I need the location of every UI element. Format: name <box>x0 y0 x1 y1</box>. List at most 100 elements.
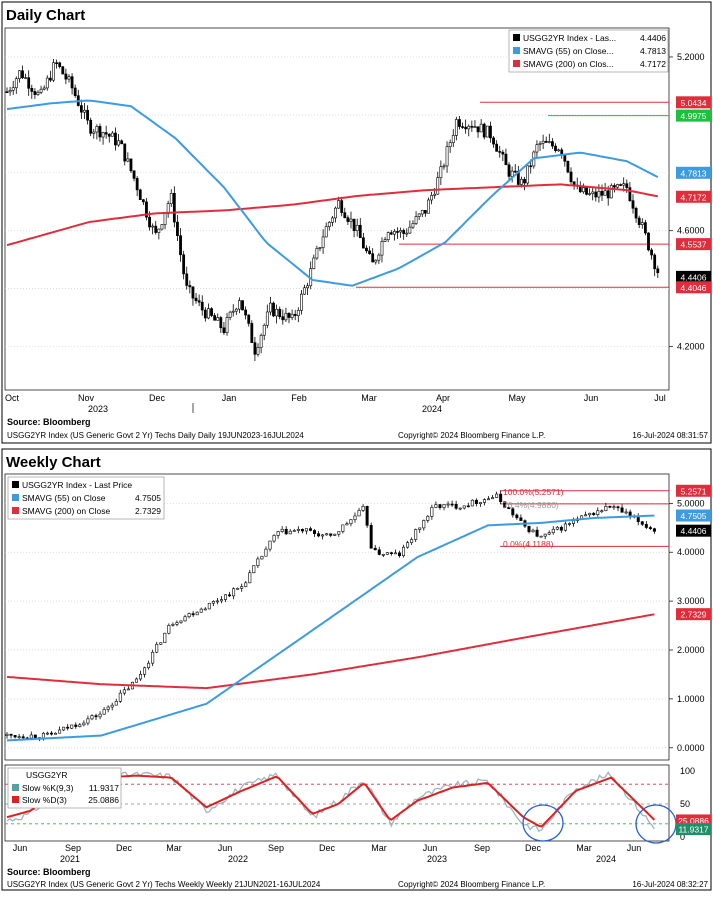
daily-candle-body <box>191 286 195 299</box>
weekly-candle-body <box>466 505 470 508</box>
daily-candle-body <box>287 312 291 318</box>
daily-candle-body <box>436 177 440 195</box>
daily-candle-body <box>225 317 229 333</box>
daily-candle-body <box>547 141 551 143</box>
weekly-candle-body <box>66 726 70 729</box>
weekly-candle-body <box>110 704 114 708</box>
daily-candle-body <box>8 90 12 93</box>
weekly-candle-body <box>54 732 58 735</box>
daily-candle-body <box>619 184 622 186</box>
weekly-candle-body <box>264 548 268 557</box>
weekly-candle-body <box>503 501 507 508</box>
weekly-candle-body <box>640 521 644 525</box>
weekly-candle-body <box>191 613 195 616</box>
daily-candles <box>5 59 660 361</box>
daily-candle-body <box>451 135 455 143</box>
weekly-candle-body <box>555 526 559 530</box>
weekly-x-label: Sep <box>65 843 81 853</box>
daily-candle-body <box>17 70 21 79</box>
daily-price-tag-label: 4.4046 <box>681 283 707 293</box>
weekly-footer-copyright: Copyright© 2024 Bloomberg Finance L.P. <box>398 880 545 889</box>
weekly-candle-body <box>284 528 288 535</box>
weekly-candle-body <box>147 662 151 669</box>
daily-candle-body <box>200 301 204 311</box>
daily-candle-body <box>482 123 486 138</box>
daily-candle-body <box>296 310 300 316</box>
daily-x-label: Nov <box>78 393 95 403</box>
daily-candle-body <box>154 225 158 233</box>
daily-candle-body <box>458 119 461 127</box>
daily-candle-body <box>616 184 619 188</box>
daily-candle-body <box>423 210 427 214</box>
daily-candle-body <box>110 132 114 137</box>
daily-x-label: May <box>508 393 526 403</box>
weekly-candle-body <box>211 601 215 604</box>
weekly-candle-body <box>74 724 78 727</box>
daily-candle-body <box>70 76 74 89</box>
daily-candle-body <box>600 190 604 196</box>
weekly-price-tag-label: 4.7505 <box>681 511 707 521</box>
weekly-candle-body <box>418 527 422 530</box>
fib-label-0: 0.0%(4.1188) <box>503 539 554 549</box>
daily-candle-body <box>563 154 567 162</box>
daily-candle-body <box>30 88 34 92</box>
daily-legend-sma55-value: 4.7813 <box>640 46 666 56</box>
weekly-candle-body <box>397 552 401 557</box>
daily-candle-body <box>265 311 269 326</box>
weekly-candle-body <box>151 651 155 664</box>
daily-candle-body <box>262 324 266 336</box>
weekly-candle-body <box>41 732 45 739</box>
weekly-x-label: Sep <box>268 843 284 853</box>
weekly-candle-body <box>422 520 426 529</box>
daily-candle-body <box>473 126 477 129</box>
weekly-candle-body <box>511 508 515 516</box>
daily-candle-body <box>151 225 155 228</box>
weekly-candle-body <box>547 532 551 535</box>
daily-candle-body <box>123 143 127 162</box>
daily-plot-area <box>4 27 670 391</box>
daily-candle-body <box>14 78 18 89</box>
daily-candle-body <box>470 125 474 128</box>
daily-candle-body <box>216 317 220 321</box>
weekly-candle-body <box>539 535 543 538</box>
weekly-x-label: Mar <box>166 843 182 853</box>
daily-candle-body <box>361 237 365 249</box>
daily-candle-body <box>520 178 523 185</box>
weekly-candle-body <box>33 734 37 738</box>
weekly-candle-body <box>329 533 333 536</box>
weekly-candle-body <box>308 528 312 531</box>
daily-candle-body <box>485 125 489 138</box>
weekly-candle-body <box>349 519 353 525</box>
daily-candle-body <box>210 308 213 316</box>
weekly-candle-body <box>114 701 118 706</box>
daily-candle-body <box>433 193 437 196</box>
weekly-candle-body <box>373 547 377 551</box>
weekly-candle-body <box>507 507 511 510</box>
weekly-candle-body <box>337 531 341 535</box>
weekly-x-label: Dec <box>319 843 336 853</box>
weekly-candle-body <box>644 524 648 528</box>
weekly-candle-body <box>341 524 345 532</box>
daily-candle-body <box>321 236 325 248</box>
daily-candle-body <box>495 143 499 152</box>
weekly-candle-body <box>487 498 491 501</box>
daily-candle-body <box>603 190 607 196</box>
weekly-candle-body <box>406 542 410 548</box>
daily-candle-body <box>631 200 635 209</box>
weekly-candle-body <box>571 520 575 524</box>
weekly-price-tag <box>676 608 711 621</box>
stochastic-legend-d: Slow %D(3) <box>22 795 67 805</box>
daily-candle-body <box>417 213 421 217</box>
stochastic-tag-label: 11.9317 <box>678 825 708 835</box>
daily-footer-timestamp: 16-Jul-2024 08:31:57 <box>632 431 708 440</box>
daily-price-tag <box>676 166 711 179</box>
daily-candle-body <box>114 132 117 146</box>
oversold-circle-dec <box>522 804 564 842</box>
weekly-candle-body <box>563 523 567 531</box>
daily-candle-body <box>628 187 632 201</box>
daily-candle-body <box>27 77 31 89</box>
daily-candle-body <box>650 249 653 256</box>
stoch-d-icon <box>12 796 19 803</box>
daily-candle-body <box>492 137 495 145</box>
weekly-candle-body <box>584 514 588 517</box>
